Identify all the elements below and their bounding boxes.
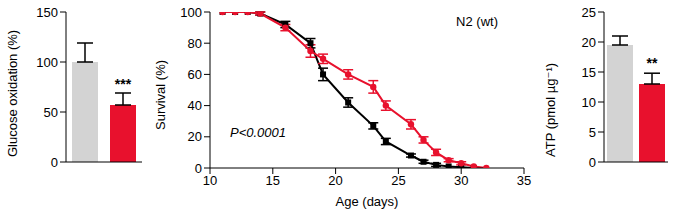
svg-text:ATP (pmol µg⁻¹): ATP (pmol µg⁻¹) [543, 63, 558, 157]
svg-text:Age (days): Age (days) [336, 194, 399, 209]
svg-text:Glucose oxidation (%): Glucose oxidation (%) [8, 30, 20, 157]
svg-text:25: 25 [391, 173, 405, 188]
svg-text:30: 30 [454, 173, 468, 188]
svg-text:100: 100 [180, 5, 202, 20]
svg-text:20: 20 [188, 129, 202, 144]
svg-text:0: 0 [195, 161, 202, 176]
svg-text:0: 0 [51, 155, 58, 170]
svg-text:35: 35 [517, 173, 531, 188]
html-text:N2 (wt): N2 (wt) [456, 14, 498, 29]
svg-text:50: 50 [44, 105, 58, 120]
html-text:P<0.0001: P<0.0001 [230, 125, 286, 140]
svg-text:15: 15 [582, 65, 596, 80]
svg-text:150: 150 [36, 5, 58, 20]
svg-text:Survival (%): Survival (%) [153, 60, 168, 130]
svg-text:10: 10 [582, 95, 596, 110]
svg-text:25: 25 [582, 5, 596, 20]
svg-text:100: 100 [36, 55, 58, 70]
svg-text:15: 15 [266, 173, 280, 188]
svg-text:0: 0 [589, 155, 596, 170]
svg-text:**: ** [647, 55, 658, 71]
svg-text:40: 40 [188, 98, 202, 113]
svg-text:80: 80 [188, 36, 202, 51]
svg-text:10: 10 [203, 173, 217, 188]
svg-text:***: *** [115, 76, 132, 92]
svg-text:5: 5 [589, 125, 596, 140]
svg-text:20: 20 [582, 35, 596, 50]
svg-text:60: 60 [188, 67, 202, 82]
svg-text:20: 20 [328, 173, 342, 188]
